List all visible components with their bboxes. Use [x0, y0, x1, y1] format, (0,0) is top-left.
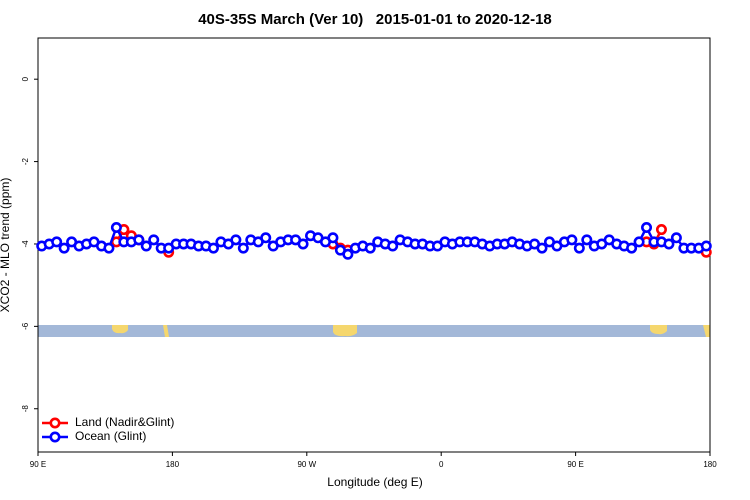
y-tick-label: -8 [21, 405, 30, 413]
data-point [387, 240, 399, 252]
legend-label: Ocean (Glint) [75, 429, 146, 443]
data-point [207, 242, 219, 254]
data-point [133, 234, 145, 246]
data-point [566, 234, 578, 246]
x-tick-label: 180 [166, 460, 180, 469]
y-tick-label: -2 [21, 157, 30, 165]
data-point [342, 248, 354, 260]
data-point [536, 242, 548, 254]
data-point [700, 240, 712, 252]
x-axis-label: Longitude (deg E) [327, 475, 422, 489]
data-point [297, 238, 309, 250]
data-point [230, 234, 242, 246]
data-point [51, 236, 63, 248]
x-tick-label: 0 [439, 460, 444, 469]
data-point [140, 240, 152, 252]
data-point [581, 234, 593, 246]
land-blob [333, 325, 357, 337]
legend-marker [49, 431, 61, 443]
data-point [641, 221, 653, 233]
data-point [327, 232, 339, 244]
data-point [260, 232, 272, 244]
data-point [626, 242, 638, 254]
chart-title: 40S-35S March (Ver 10) 2015-01-01 to 202… [198, 11, 552, 28]
data-point [573, 242, 585, 254]
data-point [103, 242, 115, 254]
x-tick-label: 90 W [297, 460, 316, 469]
data-point [110, 221, 122, 233]
x-tick-label: 90 E [30, 460, 46, 469]
y-axis-label: XCO2 - MLO trend (ppm) [0, 178, 12, 313]
data-point [148, 234, 160, 246]
data-point [633, 236, 645, 248]
y-tick-label: -6 [21, 322, 30, 330]
legend-label: Land (Nadir&Glint) [75, 415, 174, 429]
land-blob [163, 325, 169, 337]
data-point [364, 242, 376, 254]
ocean-band [38, 325, 710, 337]
x-tick-label: 90 E [567, 460, 583, 469]
legend-marker [49, 417, 61, 429]
y-tick-label: -4 [21, 240, 30, 248]
data-point [655, 224, 667, 236]
x-tick-label: 180 [703, 460, 717, 469]
data-point [670, 232, 682, 244]
land-blob [650, 325, 667, 335]
y-tick-label: 0 [21, 76, 30, 81]
land-strip [38, 325, 710, 337]
land-blob [112, 325, 128, 334]
data-point [58, 242, 70, 254]
land-blob [703, 325, 710, 337]
data-point [237, 242, 249, 254]
data-point [663, 238, 675, 250]
